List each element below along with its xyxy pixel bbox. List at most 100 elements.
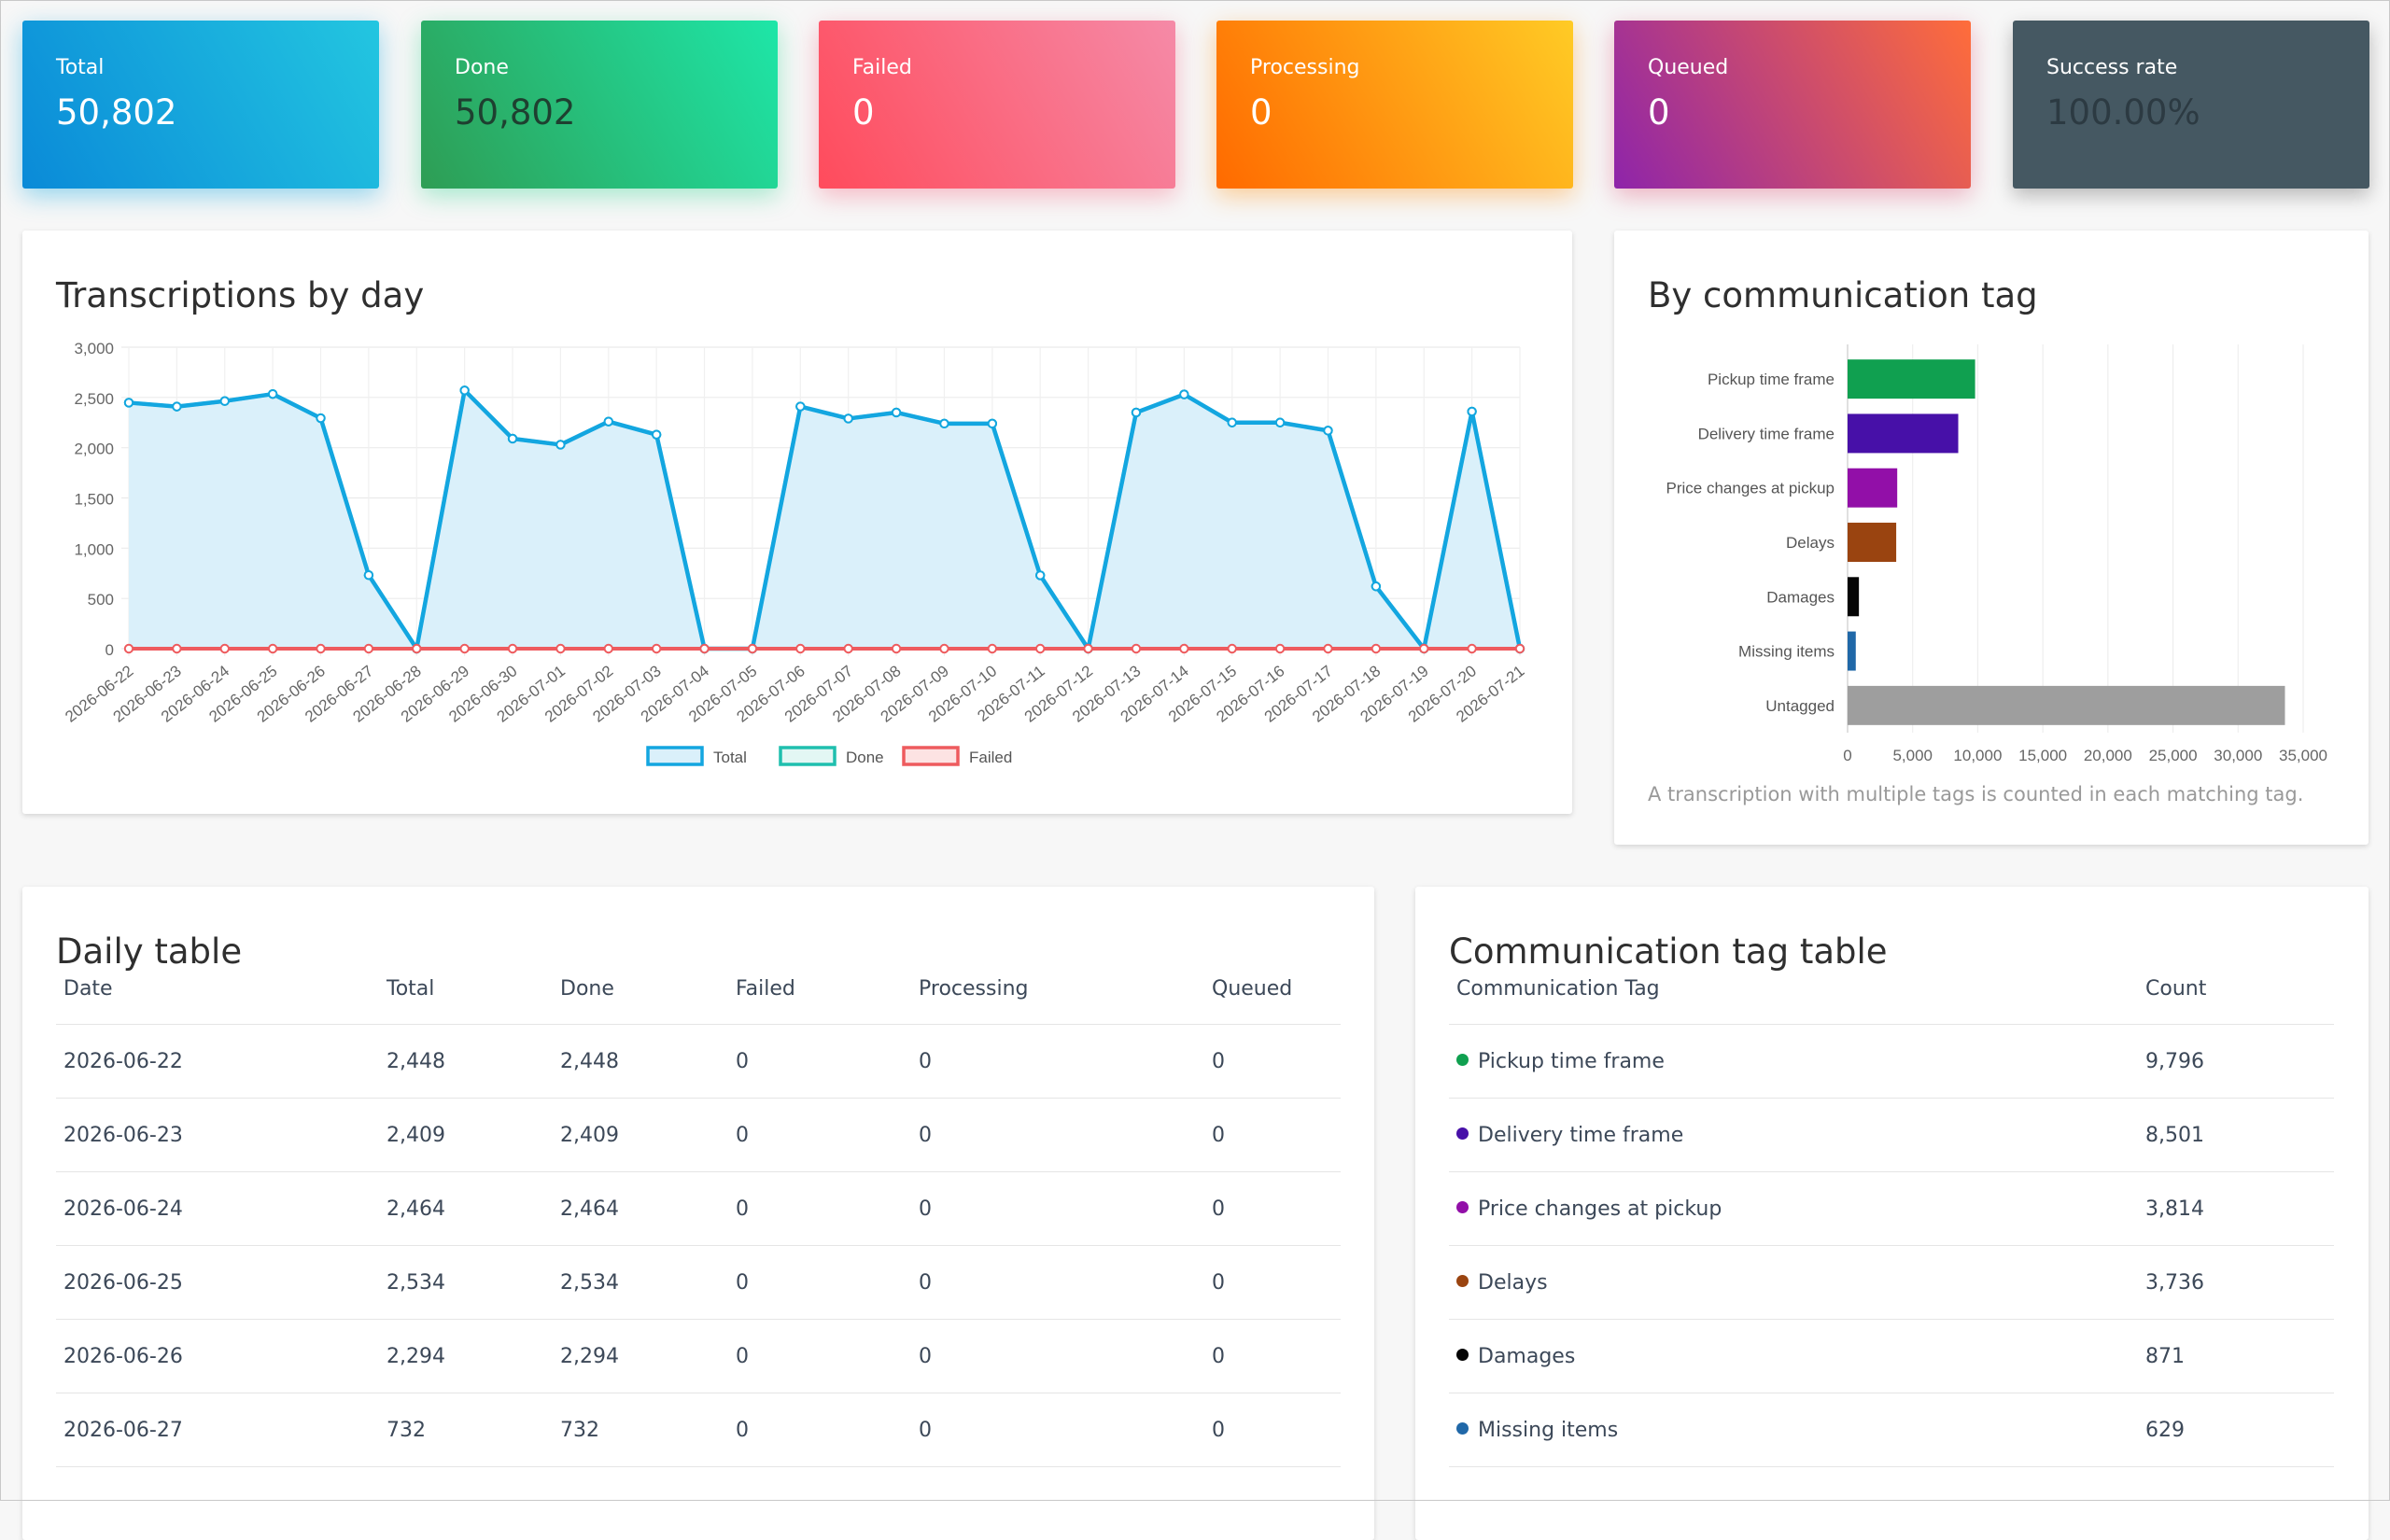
stat-value: 50,802 xyxy=(455,92,576,133)
x-tick-label: 30,000 xyxy=(2214,747,2262,764)
stat-card-total: Total 50,802 xyxy=(22,21,379,189)
stat-value: 100.00% xyxy=(2046,92,2200,133)
category-label: Delays xyxy=(1786,534,1835,552)
x-tick-label: 20,000 xyxy=(2084,747,2132,764)
x-tick-label: 35,000 xyxy=(2279,747,2327,764)
legend-swatch xyxy=(902,746,960,766)
column-header: Communication Tag xyxy=(1449,954,2138,1025)
table-row: 2026-06-26 2,294 2,294 0 0 0 xyxy=(56,1319,1341,1393)
legend-swatch xyxy=(779,746,836,766)
table-cell: 732 xyxy=(553,1393,728,1467)
data-point xyxy=(219,643,230,654)
table-row: Missing items 629 xyxy=(1449,1393,2334,1467)
data-point xyxy=(891,643,902,654)
transcriptions-by-day-card: Transcriptions by day 0 500 1,000 1,500 2,00… xyxy=(22,231,1572,814)
table-cell: 0 xyxy=(1204,1098,1341,1172)
stat-label: Queued xyxy=(1648,56,1729,79)
data-point xyxy=(507,643,518,654)
table-cell: 0 xyxy=(728,1393,911,1467)
table-cell: 0 xyxy=(911,1245,1204,1320)
tag-color-dot xyxy=(1456,1275,1469,1287)
column-header: Count xyxy=(2138,954,2334,1025)
table-cell: 2,534 xyxy=(379,1245,553,1320)
bar xyxy=(1848,413,1959,454)
data-point xyxy=(1179,643,1189,654)
table-cell: 0 xyxy=(728,1245,911,1320)
data-point xyxy=(363,643,374,654)
data-point xyxy=(987,418,998,429)
data-point xyxy=(699,643,710,654)
table-cell: 2,294 xyxy=(553,1319,728,1393)
card-title: By communication tag xyxy=(1648,275,2038,315)
table-cell: 2026-06-23 xyxy=(56,1098,379,1172)
stat-card-done: Done 50,802 xyxy=(421,21,778,189)
table-cell: 2026-06-26 xyxy=(56,1319,379,1393)
stat-label: Failed xyxy=(852,56,912,79)
stat-value: 0 xyxy=(1250,92,1272,133)
table-cell: 3,814 xyxy=(2138,1171,2334,1246)
data-point xyxy=(459,385,470,396)
data-point xyxy=(1083,643,1093,654)
table-row: 2026-06-27 732 732 0 0 0 xyxy=(56,1393,1341,1467)
table-cell: 0 xyxy=(1204,1245,1341,1320)
bar xyxy=(1848,577,1860,617)
daily-table-card: Daily table Date Total Done Failed Processin… xyxy=(22,887,1374,1540)
bar xyxy=(1848,359,1975,399)
tag-name: Price changes at pickup xyxy=(1478,1197,1722,1221)
data-point xyxy=(1035,643,1046,654)
table-cell: 0 xyxy=(1204,1393,1341,1467)
table-cell: 3,736 xyxy=(2138,1245,2334,1320)
data-point xyxy=(1323,643,1333,654)
tag-name: Pickup time frame xyxy=(1478,1049,1665,1073)
table-cell: 0 xyxy=(728,1098,911,1172)
tag-color-dot xyxy=(1456,1201,1469,1213)
data-point xyxy=(1371,581,1382,592)
series-area-total xyxy=(129,390,1520,649)
bar xyxy=(1848,631,1856,671)
data-point xyxy=(1467,643,1477,654)
tag-color-dot xyxy=(1456,1422,1469,1435)
table-cell: 0 xyxy=(911,1171,1204,1246)
bar xyxy=(1848,468,1898,508)
table-header-row: Communication Tag Count xyxy=(1449,954,2334,1025)
y-tick-label: 500 xyxy=(88,591,114,609)
data-point xyxy=(1467,406,1477,417)
data-point xyxy=(507,433,518,444)
table-cell: 0 xyxy=(1204,1024,1341,1099)
data-point xyxy=(219,396,230,406)
x-tick-label: 10,000 xyxy=(1953,747,2002,764)
data-point xyxy=(363,569,374,581)
data-point xyxy=(747,643,758,654)
table-cell: Missing items xyxy=(1449,1393,2138,1467)
table-cell: 2,448 xyxy=(553,1024,728,1099)
daily-table: Date Total Done Failed Processing Queued 2026… xyxy=(56,954,1341,1467)
table-cell: 2,464 xyxy=(553,1171,728,1246)
stat-label: Done xyxy=(455,56,509,79)
y-tick-label: 2,000 xyxy=(74,441,114,458)
communication-tag-table-card: Communication tag table Communication Ta… xyxy=(1415,887,2369,1540)
stat-label: Processing xyxy=(1250,56,1360,79)
table-cell: 2,409 xyxy=(553,1098,728,1172)
communication-tag-bar-chart: 0 5,000 10,000 15,000 20,000 25,000 30,000 35,0… xyxy=(1666,344,2327,764)
legend-label: Failed xyxy=(969,749,1012,766)
stat-card-processing: Processing 0 xyxy=(1216,21,1573,189)
data-point xyxy=(651,429,662,440)
y-tick-label: 1,000 xyxy=(74,540,114,558)
table-cell: 0 xyxy=(911,1098,1204,1172)
legend-label: Done xyxy=(846,749,884,766)
data-point xyxy=(603,416,613,427)
table-cell: 0 xyxy=(728,1319,911,1393)
stat-value: 0 xyxy=(852,92,875,133)
data-point xyxy=(1227,417,1237,427)
table-cell: Pickup time frame xyxy=(1449,1024,2138,1099)
tag-color-dot xyxy=(1456,1054,1469,1066)
table-header-row: Date Total Done Failed Processing Queued xyxy=(56,954,1341,1025)
category-label: Missing items xyxy=(1738,643,1835,661)
data-point xyxy=(123,398,134,408)
data-point xyxy=(1274,417,1286,427)
card-title: Transcriptions by day xyxy=(56,275,425,315)
category-label: Damages xyxy=(1766,588,1835,606)
table-cell: 0 xyxy=(1204,1319,1341,1393)
tag-color-dot xyxy=(1456,1349,1469,1361)
table-cell: 2,534 xyxy=(553,1245,728,1320)
